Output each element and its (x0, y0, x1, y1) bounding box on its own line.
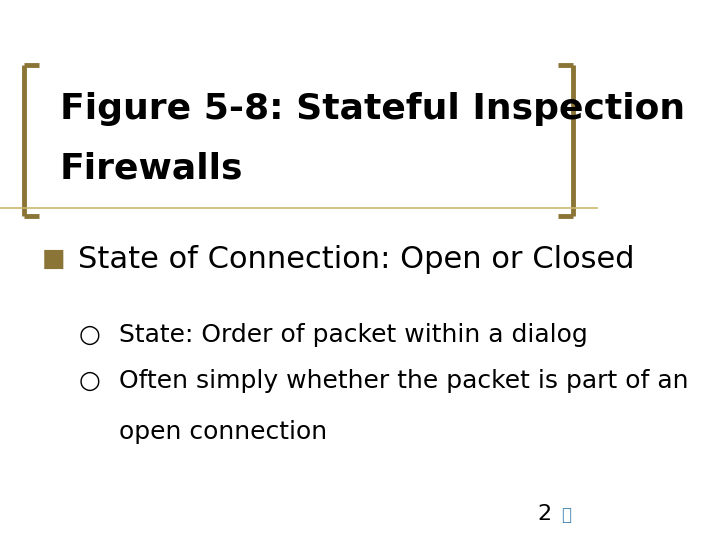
Text: open connection: open connection (120, 420, 328, 444)
Text: 2: 2 (537, 504, 552, 524)
Text: ○: ○ (78, 369, 101, 393)
Text: ○: ○ (78, 323, 101, 347)
Text: State: Order of packet within a dialog: State: Order of packet within a dialog (120, 323, 588, 347)
Text: 🔊: 🔊 (561, 506, 571, 524)
Text: ■: ■ (42, 247, 66, 271)
Text: Firewalls: Firewalls (60, 151, 243, 185)
Text: Figure 5-8: Stateful Inspection: Figure 5-8: Stateful Inspection (60, 92, 685, 126)
Text: State of Connection: Open or Closed: State of Connection: Open or Closed (78, 245, 634, 274)
Text: Often simply whether the packet is part of an: Often simply whether the packet is part … (120, 369, 689, 393)
